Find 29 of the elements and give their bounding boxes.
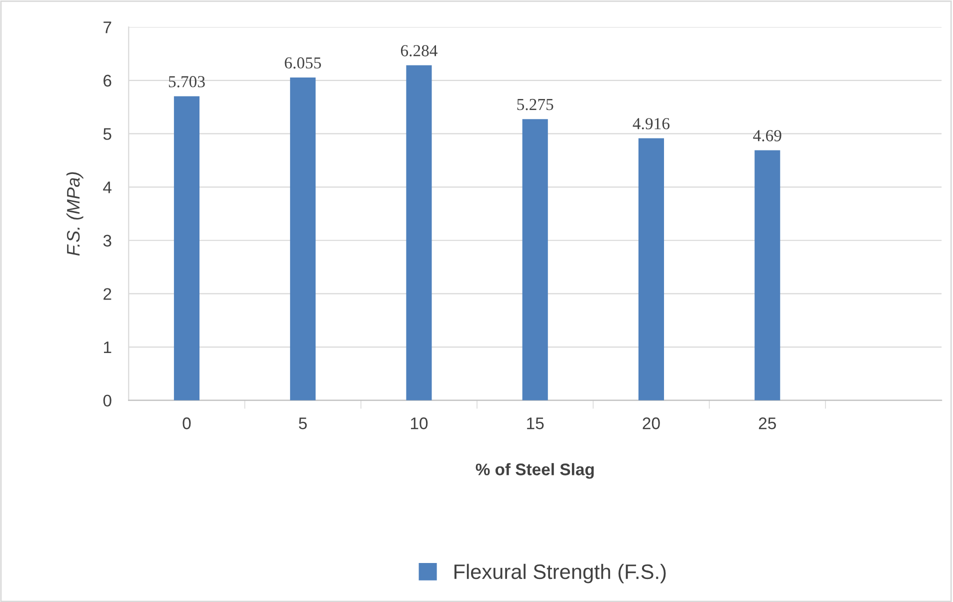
x-tick-label: 25 — [758, 417, 776, 430]
x-axis-title: % of Steel Slag — [476, 463, 594, 479]
x-tick-label: 20 — [642, 417, 660, 430]
legend-label: Flexural Strength (F.S.) — [454, 564, 666, 584]
y-tick-label: 4 — [103, 182, 112, 194]
data-label: 4.69 — [753, 130, 782, 142]
bar — [290, 77, 316, 400]
y-tick-label: 3 — [103, 234, 112, 247]
y-tick-label: 7 — [104, 22, 112, 34]
bar — [174, 96, 200, 400]
y-tick-label: 5 — [103, 128, 112, 140]
y-tick-label: 2 — [104, 288, 112, 300]
y-tick-label: 0 — [103, 394, 112, 407]
data-label: 5.703 — [168, 76, 205, 88]
x-tick-label: 10 — [410, 417, 428, 430]
bar — [754, 150, 780, 400]
bar — [406, 65, 432, 400]
y-tick-label: 1 — [104, 342, 112, 354]
y-axis-title: F.S. (MPa) — [66, 172, 84, 256]
bar — [522, 119, 548, 400]
data-label: 6.055 — [284, 57, 321, 69]
x-tick-label: 5 — [298, 418, 307, 430]
data-label: 6.284 — [400, 45, 438, 56]
y-tick-label: 6 — [104, 74, 112, 87]
data-label: 4.916 — [632, 118, 670, 130]
x-tick-label: 0 — [182, 417, 191, 430]
x-tick-label: 15 — [527, 418, 544, 430]
data-label: 5.275 — [517, 98, 554, 110]
bar — [638, 138, 664, 400]
